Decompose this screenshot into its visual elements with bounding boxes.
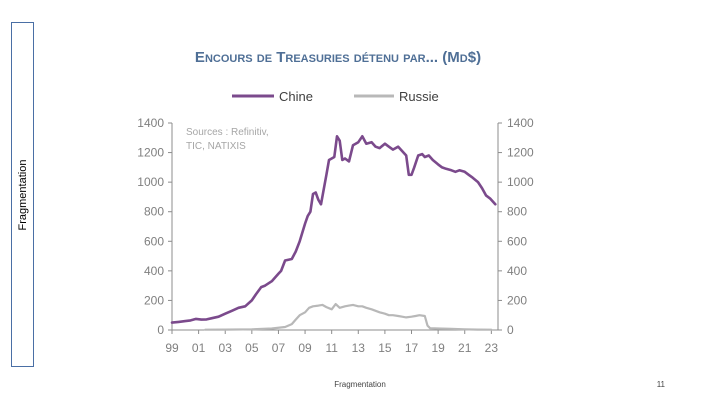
x-tick-label: 07 <box>272 341 286 355</box>
chart-title: ENCOURS DE TREASURIES DÉTENU PAR... (MD$… <box>195 49 481 66</box>
x-tick-label: 15 <box>378 341 392 355</box>
y-tick-label-right: 600 <box>507 234 527 248</box>
x-tick-label: 23 <box>485 341 499 355</box>
footer-label: Fragmentation <box>334 380 386 389</box>
source-note: Sources : Refinitiv, TIC, NATIXIS <box>186 127 269 152</box>
y-tick-label-left: 600 <box>144 234 164 248</box>
y-tick-label-left: 1400 <box>137 116 164 130</box>
axes: 0 0 200 200 400 400 600 600 800 800 1000 1000 1200 12… <box>137 116 534 355</box>
y-tick-label-right: 800 <box>507 205 527 219</box>
y-tick-label-right: 1400 <box>507 116 534 130</box>
y-tick-label-right: 1000 <box>507 175 534 189</box>
source-note-line-1: Sources : Refinitiv, <box>186 127 269 138</box>
page-number: 11 <box>656 380 665 389</box>
y-tick-label-right: 400 <box>507 264 527 278</box>
x-tick-label: 01 <box>192 341 206 355</box>
y-tick-label-right: 200 <box>507 293 527 307</box>
series-layer <box>170 135 497 331</box>
y-tick-label-left: 400 <box>144 264 164 278</box>
treasuries-chart: ENCOURS DE TREASURIES DÉTENU PAR... (MD$… <box>137 49 534 355</box>
x-tick-label: 03 <box>219 341 233 355</box>
side-tab: Fragmentation <box>11 22 34 367</box>
legend-label-chine: Chine <box>279 89 313 104</box>
x-tick-label: 05 <box>245 341 259 355</box>
series-line-chine <box>170 135 497 324</box>
source-note-line-2: TIC, NATIXIS <box>186 141 246 152</box>
x-tick-label: 13 <box>352 341 366 355</box>
legend: Chine Russie <box>232 89 439 104</box>
x-tick-label: 17 <box>405 341 419 355</box>
y-tick-label-left: 0 <box>157 323 164 337</box>
y-tick-label-left: 1000 <box>137 175 164 189</box>
x-tick-label: 99 <box>165 341 179 355</box>
x-tick-label: 19 <box>431 341 445 355</box>
x-tick-label: 11 <box>325 341 338 355</box>
y-tick-label-left: 1200 <box>137 146 164 160</box>
legend-label-russie: Russie <box>399 89 439 104</box>
x-tick-label: 09 <box>298 341 312 355</box>
y-tick-label-right: 0 <box>507 323 514 337</box>
y-tick-label-left: 800 <box>144 205 164 219</box>
series-line-russie <box>204 303 493 331</box>
x-tick-label: 21 <box>458 341 472 355</box>
y-tick-label-right: 1200 <box>507 146 534 160</box>
y-tick-label-left: 200 <box>144 293 164 307</box>
